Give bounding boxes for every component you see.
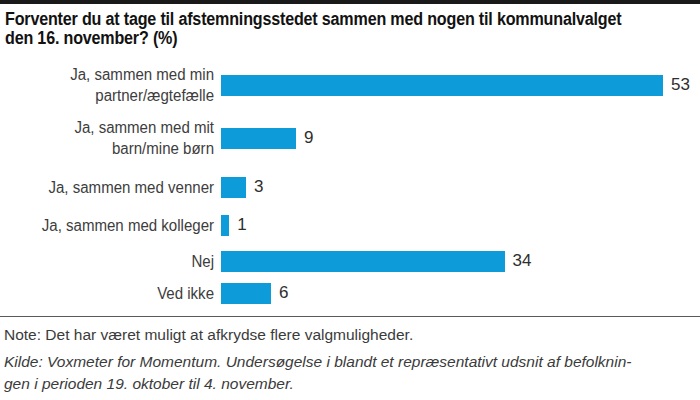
- bar: [221, 128, 296, 149]
- value-label: 53: [671, 75, 690, 95]
- chart-title-line2: den 16. november? (%): [5, 29, 644, 48]
- category-label: Nej: [13, 251, 214, 272]
- value-label: 34: [513, 251, 532, 271]
- bar: [221, 75, 663, 96]
- source-text: Kilde: Voxmeter for Momentum. Undersøgel…: [4, 351, 700, 395]
- source-text-line1: Kilde: Voxmeter for Momentum. Undersøgel…: [4, 351, 700, 373]
- category-label: Ja, sammen med kolleger: [13, 215, 214, 236]
- value-label: 6: [279, 283, 288, 303]
- source-text-line2: gen i perioden 19. oktober til 4. novemb…: [4, 373, 700, 395]
- top-rule: [0, 0, 700, 4]
- bar: [221, 283, 271, 304]
- chart-card: Forventer du at tage til afstemningssted…: [0, 0, 700, 400]
- value-label: 3: [254, 177, 263, 197]
- bar: [221, 215, 229, 236]
- category-label: Ved ikke: [13, 283, 214, 304]
- category-label: Ja, sammen med mit barn/mine børn: [13, 117, 214, 159]
- bar-row: Ja, sammen med min partner/ægtefælle 53: [0, 63, 700, 107]
- bar-row: Ved ikke 6: [0, 278, 700, 308]
- bar-row: Nej 34: [0, 246, 700, 276]
- note-text: Note: Det har været muligt at afkrydse f…: [4, 324, 700, 346]
- value-label: 9: [304, 128, 313, 148]
- bar: [221, 251, 505, 272]
- chart-title: Forventer du at tage til afstemningssted…: [5, 10, 644, 48]
- bar: [221, 177, 246, 198]
- bar-row: Ja, sammen med mit barn/mine børn 9: [0, 116, 700, 160]
- category-label: Ja, sammen med venner: [13, 177, 214, 198]
- bar-row: Ja, sammen med kolleger 1: [0, 210, 700, 240]
- category-label: Ja, sammen med min partner/ægtefælle: [13, 64, 214, 106]
- footer-divider: [0, 316, 700, 317]
- chart-title-line1: Forventer du at tage til afstemningssted…: [5, 10, 644, 29]
- bar-chart: Ja, sammen med min partner/ægtefælle 53 …: [0, 63, 700, 308]
- value-label: 1: [237, 215, 246, 235]
- bar-row: Ja, sammen med venner 3: [0, 172, 700, 202]
